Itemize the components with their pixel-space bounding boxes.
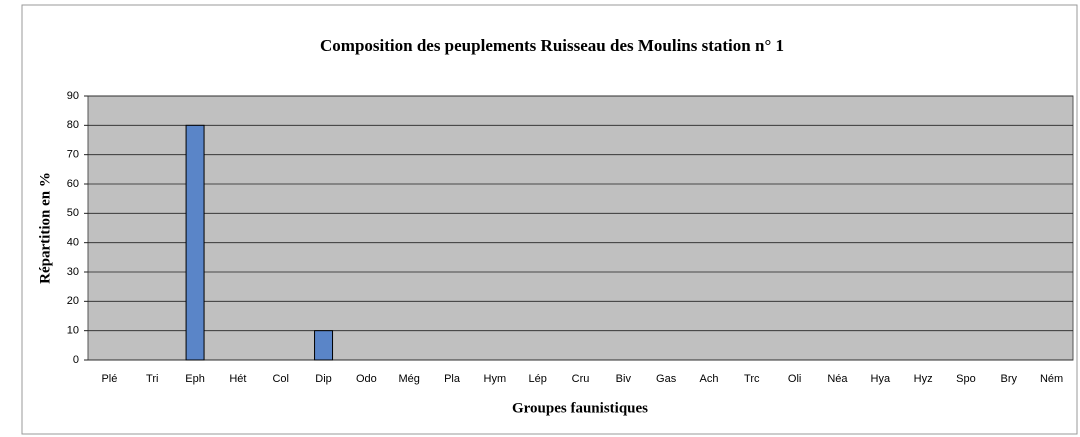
y-tick-label: 90 bbox=[67, 90, 79, 102]
plot-area bbox=[87, 95, 1074, 361]
x-tick-label: Még bbox=[398, 373, 419, 385]
bar bbox=[185, 124, 205, 361]
x-tick-label: Odo bbox=[356, 373, 377, 385]
y-axis-label: Répartition en % bbox=[37, 172, 53, 284]
y-tick-label: 10 bbox=[67, 325, 79, 337]
x-tick-label: Oli bbox=[788, 373, 801, 385]
x-tick-label: Plé bbox=[101, 373, 117, 385]
x-tick-label: Lép bbox=[528, 373, 546, 385]
bar bbox=[314, 330, 334, 361]
y-tick-label: 70 bbox=[67, 149, 79, 161]
x-tick-label: Trc bbox=[744, 373, 760, 385]
x-tick-label: Spo bbox=[956, 373, 976, 385]
y-tick-label: 80 bbox=[67, 119, 79, 131]
x-tick-label: Tri bbox=[146, 373, 158, 385]
y-tick-label: 40 bbox=[67, 237, 79, 249]
y-tick-label: 20 bbox=[67, 295, 79, 307]
y-tick-label: 50 bbox=[67, 207, 79, 219]
x-tick-label: Dip bbox=[315, 373, 332, 385]
x-tick-label: Biv bbox=[616, 373, 632, 385]
x-axis-label: Groupes faunistiques bbox=[512, 400, 648, 416]
x-tick-label: Pla bbox=[444, 373, 461, 385]
x-tick-label: Ach bbox=[699, 373, 718, 385]
x-tick-label: Eph bbox=[185, 373, 205, 385]
x-tick-label: Hym bbox=[484, 373, 507, 385]
x-tick-label: Hya bbox=[871, 373, 891, 385]
y-tick-label: 0 bbox=[73, 354, 79, 366]
x-tick-label: Hét bbox=[229, 373, 246, 385]
y-tick-label: 60 bbox=[67, 178, 79, 190]
chart-title: Composition des peuplements Ruisseau des… bbox=[320, 36, 784, 55]
x-tick-label: Cru bbox=[572, 373, 590, 385]
x-tick-label: Ném bbox=[1040, 373, 1063, 385]
x-tick-label: Col bbox=[272, 373, 289, 385]
x-tick-label: Néa bbox=[827, 373, 848, 385]
x-tick-label: Bry bbox=[1001, 373, 1018, 385]
y-tick-label: 30 bbox=[67, 266, 79, 278]
x-tick-label: Gas bbox=[656, 373, 677, 385]
x-tick-label: Hyz bbox=[914, 373, 933, 385]
